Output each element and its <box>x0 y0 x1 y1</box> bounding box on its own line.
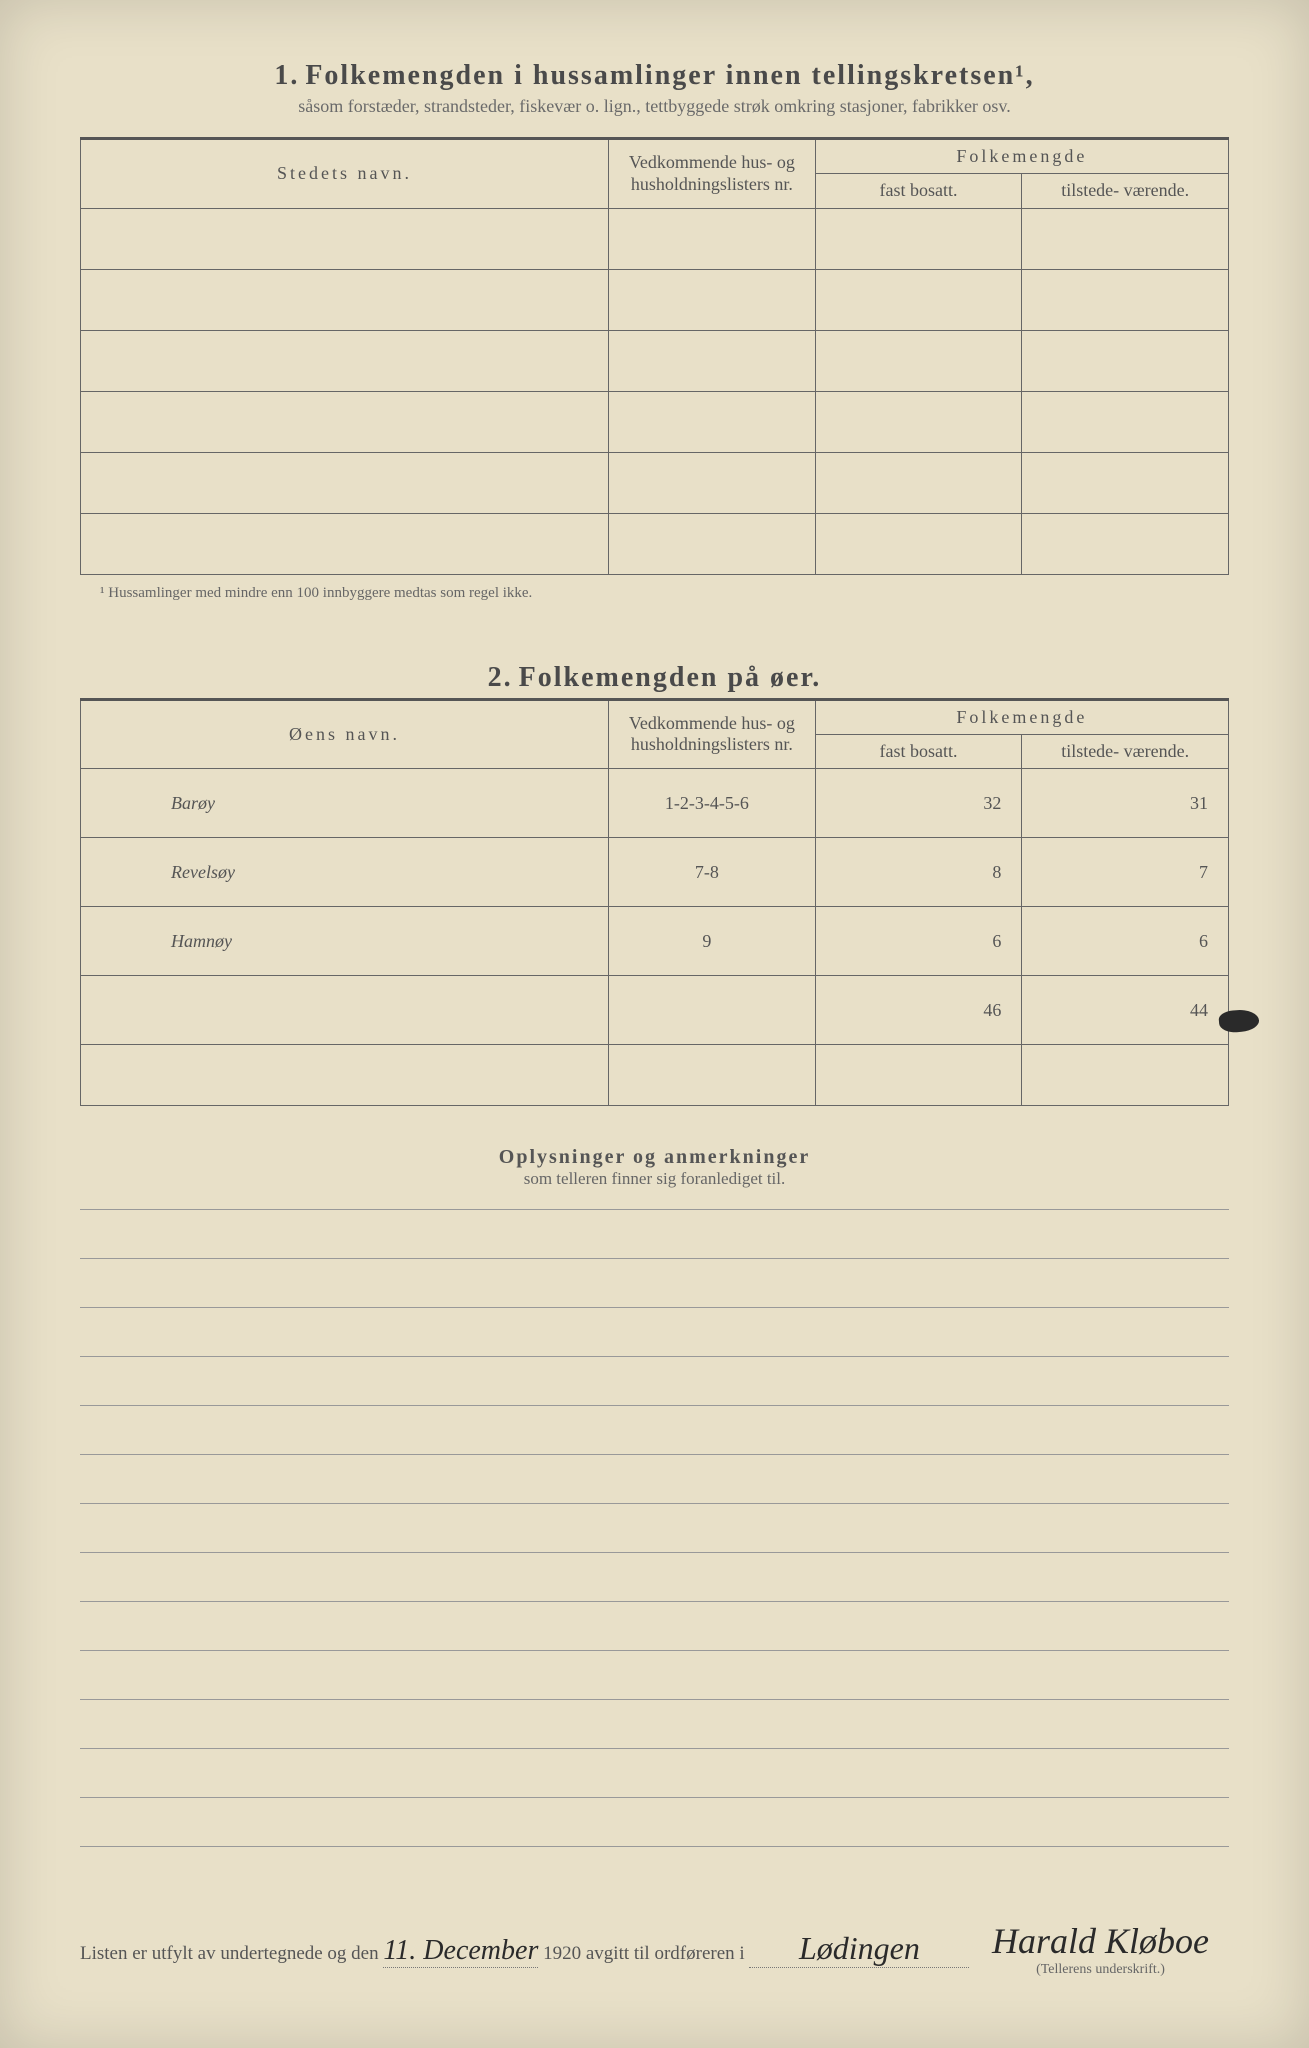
lister-nr: 7-8 <box>609 838 816 907</box>
ruled-line <box>80 1553 1229 1602</box>
fast-value: 32 <box>815 769 1022 838</box>
col-tilstede2: tilstede- værende. <box>1022 734 1229 769</box>
sig-caption: (Tellerens underskrift.) <box>992 1962 1209 1978</box>
til-value: 7 <box>1022 838 1229 907</box>
section2-title: Folkemengden på øer. <box>519 662 822 693</box>
ruled-line <box>80 1357 1229 1406</box>
total-til: 44 <box>1022 976 1229 1045</box>
table-row <box>81 513 1229 574</box>
ruled-line <box>80 1700 1229 1749</box>
table-row: Revelsøy 7-8 8 7 <box>81 838 1229 907</box>
table-row: Barøy 1-2-3-4-5-6 32 31 <box>81 769 1229 838</box>
table-row <box>81 391 1229 452</box>
table-row <box>81 330 1229 391</box>
ruled-line <box>80 1504 1229 1553</box>
remarks-title: Oplysninger og anmerkninger <box>80 1146 1229 1169</box>
island-name: Hamnøy <box>81 907 609 976</box>
section1-footnote: ¹ Hussamlinger med mindre enn 100 innbyg… <box>100 585 1229 602</box>
section1-number: 1. <box>274 60 299 91</box>
total-row: 46 44 <box>81 976 1229 1045</box>
ruled-line <box>80 1259 1229 1308</box>
ruled-line <box>80 1210 1229 1259</box>
sig-year: 1920 <box>543 1943 581 1964</box>
col-stedets-navn: Stedets navn. <box>81 139 609 209</box>
fast-value: 8 <box>815 838 1022 907</box>
lister-nr: 9 <box>609 907 816 976</box>
section1-subtitle: såsom forstæder, strandsteder, fiskevær … <box>80 96 1229 117</box>
section2-number: 2. <box>488 662 513 693</box>
sig-prefix: Listen er utfylt av undertegnede og den <box>80 1943 379 1964</box>
lister-nr: 1-2-3-4-5-6 <box>609 769 816 838</box>
document-page: 1. Folkemengden i hussamlinger innen tel… <box>0 0 1309 2048</box>
col-folkemengde: Folkemengde <box>815 139 1228 174</box>
table-row <box>81 452 1229 513</box>
til-value: 31 <box>1022 769 1229 838</box>
ruled-line <box>80 1455 1229 1504</box>
table-row: Hamnøy 9 6 6 <box>81 907 1229 976</box>
ruled-line <box>80 1308 1229 1357</box>
ruled-line <box>80 1798 1229 1847</box>
remarks-subtitle: som telleren finner sig foranlediget til… <box>80 1169 1229 1189</box>
section2-heading: 2. Folkemengden på øer. <box>80 662 1229 694</box>
ruled-line <box>80 1602 1229 1651</box>
fast-value: 6 <box>815 907 1022 976</box>
section1-heading: 1. Folkemengden i hussamlinger innen tel… <box>80 60 1229 92</box>
sig-place: Lødingen <box>749 1930 969 1968</box>
col-oens-navn: Øens navn. <box>81 699 609 769</box>
col-listers-nr2: Vedkommende hus- og husholdningslisters … <box>609 699 816 769</box>
col-folkemengde2: Folkemengde <box>815 699 1228 734</box>
sig-signature: Harald Kløboe <box>992 1920 1209 1962</box>
island-name: Barøy <box>81 769 609 838</box>
table-row <box>81 1045 1229 1106</box>
ruled-line <box>80 1749 1229 1798</box>
ink-blot <box>1218 1008 1260 1033</box>
col-fast-bosatt2: fast bosatt. <box>815 734 1022 769</box>
section1-title: Folkemengden i hussamlinger innen tellin… <box>305 60 1034 91</box>
col-listers-nr: Vedkommende hus- og husholdningslisters … <box>609 139 816 209</box>
ruled-line <box>80 1651 1229 1700</box>
signature-block: Listen er utfylt av undertegnede og den … <box>80 1930 1229 1968</box>
total-fast: 46 <box>815 976 1022 1045</box>
island-name: Revelsøy <box>81 838 609 907</box>
sig-mid: avgitt til ordføreren i <box>586 1943 745 1964</box>
til-value: 6 <box>1022 907 1229 976</box>
ruled-line <box>80 1406 1229 1455</box>
sig-date: 11. December <box>383 1935 538 1968</box>
section1-table: Stedets navn. Vedkommende hus- og hushol… <box>80 137 1229 575</box>
remarks-lines <box>80 1209 1229 1847</box>
section2-table: Øens navn. Vedkommende hus- og husholdni… <box>80 698 1229 1107</box>
table-row <box>81 208 1229 269</box>
table-row <box>81 269 1229 330</box>
col-tilstede: tilstede- værende. <box>1022 174 1229 209</box>
col-fast-bosatt: fast bosatt. <box>815 174 1022 209</box>
